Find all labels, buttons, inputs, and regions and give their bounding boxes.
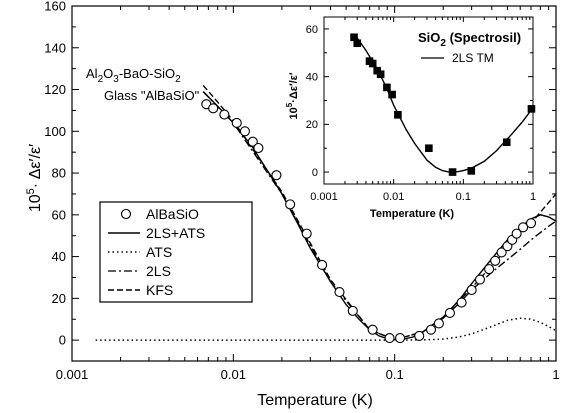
inset-xtick-label: 1 [530,191,536,203]
inset-xtick-label: 0.01 [383,191,404,203]
main-point-albasio [231,117,242,128]
inset-point-data [467,167,476,175]
main-point-albasio [317,259,328,270]
inset-curve-2ls-tm [353,33,533,173]
main-xtick-label: 1 [552,367,559,382]
main-point-albasio [474,274,486,285]
main-curve-ats [95,317,556,341]
main-point-albasio [414,330,425,341]
main-point-albasio [456,297,467,308]
main-point-albasio [208,103,219,114]
main-point-albasio [247,136,258,147]
y-axis-title: 105· Δε′/ε′ [25,144,44,212]
main-point-albasio [484,264,495,275]
main-ytick-label: 20 [52,291,66,306]
inset-point-data [368,59,377,68]
inset-point-data [383,83,391,92]
inset-point-data [425,144,433,153]
main-point-albasio [301,228,312,239]
inset-xtick-label: 0.1 [456,191,471,203]
main-point-albasio [367,324,378,335]
main-point-albasio [466,284,477,296]
inset-title: SiO2 (Spectrosil) [418,30,521,49]
inset-background [296,14,532,176]
inset-point-data [388,90,396,99]
inset-markers-layer [350,33,536,176]
main-ytick-label: 80 [52,166,66,181]
glass-name-annotation: Glass "AlBaSiO" [104,88,200,103]
main-legend: AlBaSiO 2LS+ATS ATS 2LS KFS [99,201,253,303]
main-frame [71,5,557,362]
main-ytick-label: 0 [59,333,66,348]
main-point-albasio [384,332,395,344]
main-point-albasio [496,247,507,258]
main-point-albasio [425,324,437,335]
main-point-albasio [347,305,358,316]
main-curve-2ls [202,91,556,341]
glass-composition-annotation: Al2O3-BaO-SiO2 [86,66,181,85]
inset-x-axis-title: Temperature (K) [370,208,454,220]
main-ytick-label: 140 [44,40,66,55]
main-point-albasio [285,199,296,210]
inset-ytick-label: 20 [306,119,318,131]
legend-label-kfs: KFS [146,282,173,298]
inset-axes: 0 20 40 60 0.001 0.01 0.1 1 [306,16,536,203]
main-point-albasio [334,287,345,298]
main-point-albasio [395,332,406,344]
main-point-albasio [239,126,250,137]
inset-xtick-label: 0.001 [310,191,338,203]
legend-label-albasio: AlBaSiO [146,206,199,222]
main-ytick-label: 100 [44,124,66,139]
main-point-albasio [444,307,455,319]
inset-ytick-label: 40 [306,71,318,83]
inset-point-data [527,105,536,113]
main-point-albasio [433,318,444,329]
legend-label-ats: ATS [146,244,172,260]
inset-ytick-label: 0 [312,167,318,179]
main-xtick-label: 0.001 [56,367,89,382]
x-axis-title: Temperature (K) [257,392,373,409]
inset-point-data [502,138,511,147]
main-xtick-label: 0.01 [221,367,246,382]
inset-point-data [353,39,362,48]
inset-point-data [448,168,457,176]
main-point-albasio [525,218,537,229]
inset-y-axis-title: 105·Δε′/ε′ [285,72,300,119]
legend-marker-albasio [120,208,132,220]
legend-label-2ls: 2LS [146,263,171,279]
inset-point-data [376,70,385,79]
main-xtick-label: 0.1 [386,367,404,382]
main-point-albasio [253,142,264,154]
inset-point-data [350,33,358,42]
inset-legend-label: 2LS TM [452,51,494,65]
main-ytick-label: 120 [44,82,66,97]
main-markers-layer [201,99,537,344]
inset-ytick-label: 60 [306,24,318,36]
inset-point-data [394,111,402,119]
main-point-albasio [219,109,230,120]
main-point-albasio [490,255,501,266]
main-ytick-label: 160 [44,0,66,14]
legend-label-2ls-ats: 2LS+ATS [146,225,205,241]
main-point-albasio [511,228,522,239]
main-point-albasio [518,222,529,233]
inset-chart: 0 20 40 60 0.001 0.01 0.1 1 SiO2 (Spectrosil) 2… [285,14,536,220]
main-point-albasio [271,170,282,181]
inset-series-layer [353,33,533,173]
main-ytick-label: 40 [52,249,66,264]
main-ytick-label: 60 [52,207,66,222]
